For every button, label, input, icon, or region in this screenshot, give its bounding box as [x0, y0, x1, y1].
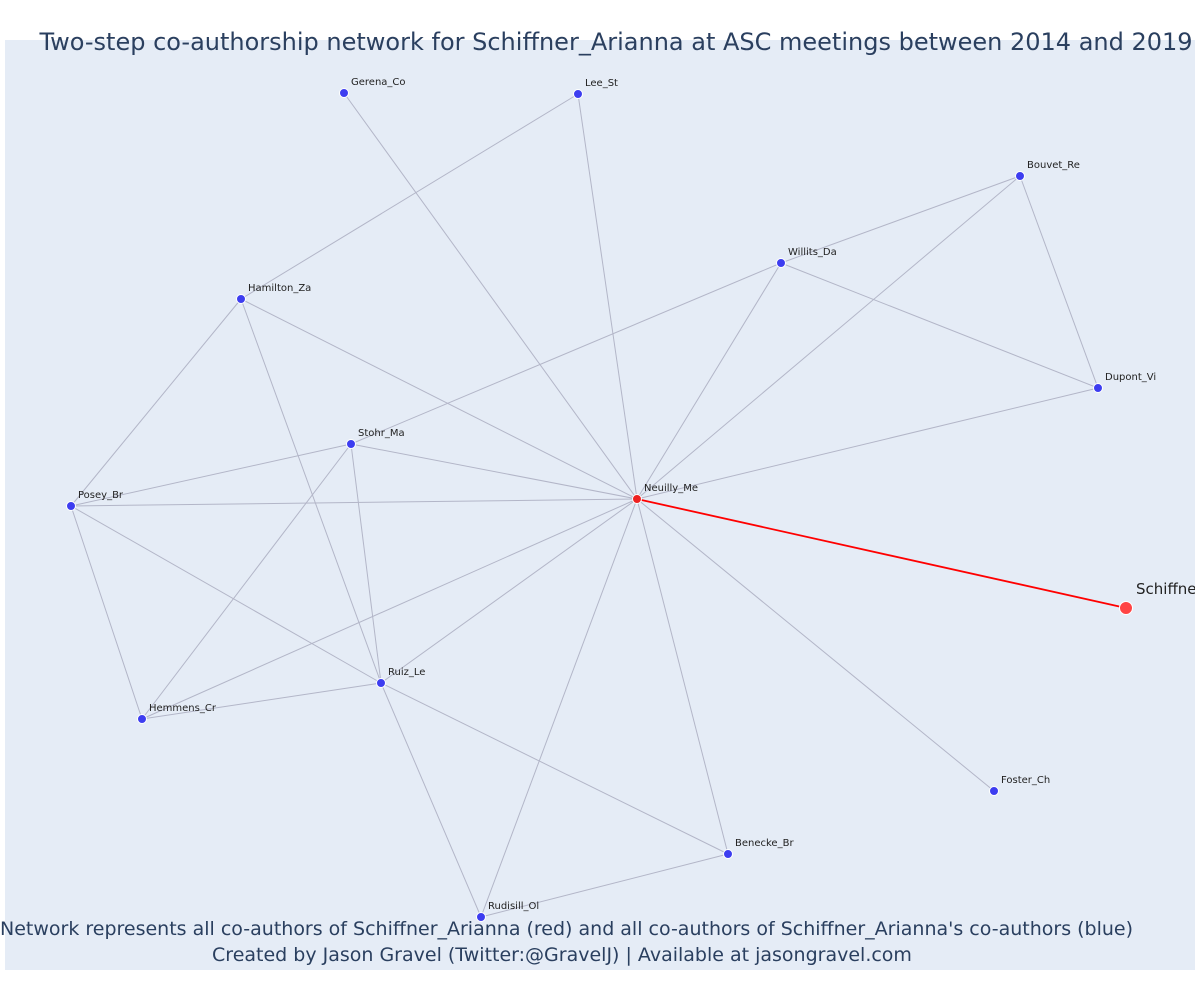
node-Stohr_Ma[interactable] — [346, 439, 356, 449]
label-Posey_Br: Posey_Br — [78, 490, 124, 501]
edge-Hemmens_Cr-Ruiz_Le — [141, 682, 382, 720]
node-Lee_St[interactable] — [573, 89, 583, 99]
label-Hamilton_Za: Hamilton_Za — [248, 283, 311, 294]
edge-Bouvet_Re-Neuilly_Me — [636, 175, 1021, 500]
edge-Gerena_Co-Neuilly_Me — [343, 92, 638, 500]
label-Dupont_Vi: Dupont_Vi — [1105, 372, 1156, 383]
edge-Stohr_Ma-Ruiz_Le — [350, 443, 382, 684]
label-Rudisill_Ol: Rudisill_Ol — [488, 901, 539, 912]
nodes-layer — [66, 88, 1133, 922]
edge-Posey_Br-Neuilly_Me — [70, 498, 638, 507]
node-Rudisill_Ol[interactable] — [476, 912, 486, 922]
node-Gerena_Co[interactable] — [339, 88, 349, 98]
chart-title: Two-step co-authorship network for Schif… — [39, 28, 1193, 56]
node-Hemmens_Cr[interactable] — [137, 714, 147, 724]
node-Bouvet_Re[interactable] — [1015, 171, 1025, 181]
edge-Hamilton_Za-Ruiz_Le — [240, 298, 382, 684]
edge-Ruiz_Le-Neuilly_Me — [380, 498, 638, 684]
node-Hamilton_Za[interactable] — [236, 294, 246, 304]
edge-Hemmens_Cr-Neuilly_Me — [141, 498, 638, 720]
label-Schiffner_Arianna: Schiffner — [1136, 580, 1195, 598]
edge-Stohr_Ma-Neuilly_Me — [350, 443, 638, 500]
label-Bouvet_Re: Bouvet_Re — [1027, 160, 1080, 171]
footer-description: Network represents all co-authors of Sch… — [0, 918, 1134, 940]
edge-Dupont_Vi-Neuilly_Me — [636, 387, 1099, 500]
label-Benecke_Br: Benecke_Br — [735, 838, 794, 849]
label-Lee_St: Lee_St — [585, 78, 618, 89]
edge-Posey_Br-Hemmens_Cr — [70, 505, 143, 720]
edge-Neuilly_Me-Foster_Ch — [636, 498, 995, 792]
network-graph[interactable]: Gerena_Co Lee_St Bouvet_Re Willits_Da Hamilt… — [5, 40, 1195, 970]
node-Foster_Ch[interactable] — [989, 786, 999, 796]
label-Neuilly_Me: Neuilly_Me — [644, 483, 698, 494]
node-Ruiz_Le[interactable] — [376, 678, 386, 688]
label-Hemmens_Cr: Hemmens_Cr — [149, 703, 217, 714]
node-Willits_Da[interactable] — [776, 258, 786, 268]
edge-Hamilton_Za-Neuilly_Me — [240, 298, 638, 500]
edge-Stohr_Ma-Hemmens_Cr — [141, 443, 352, 720]
footer-credit: Created by Jason Gravel (Twitter:@Gravel… — [212, 944, 912, 966]
node-Schiffner_Arianna[interactable] — [1119, 601, 1133, 615]
edge-Lee_St-Neuilly_Me — [577, 93, 638, 500]
edge-Posey_Br-Ruiz_Le — [70, 505, 382, 684]
node-Neuilly_Me[interactable] — [632, 494, 642, 504]
label-Ruiz_Le: Ruiz_Le — [388, 667, 425, 678]
label-Foster_Ch: Foster_Ch — [1001, 775, 1050, 786]
edge-Neuilly_Me-Schiffner_Arianna — [636, 498, 1127, 609]
edge-Ruiz_Le-Benecke_Br — [380, 682, 729, 855]
node-Benecke_Br[interactable] — [723, 849, 733, 859]
node-Dupont_Vi[interactable] — [1093, 383, 1103, 393]
edge-Neuilly_Me-Benecke_Br — [636, 498, 729, 855]
edge-Willits_Da-Neuilly_Me — [636, 262, 782, 500]
edge-Stohr_Ma-Posey_Br — [70, 443, 352, 507]
edge-Willits_Da-Stohr_Ma — [350, 262, 782, 445]
edges-layer — [70, 92, 1127, 918]
edge-Lee_St-Hamilton_Za — [240, 93, 579, 300]
edge-Ruiz_Le-Rudisill_Ol — [380, 682, 482, 918]
edge-Benecke_Br-Rudisill_Ol — [480, 853, 729, 918]
label-Stohr_Ma: Stohr_Ma — [358, 428, 405, 439]
label-Gerena_Co: Gerena_Co — [351, 77, 406, 88]
node-Posey_Br[interactable] — [66, 501, 76, 511]
plot-area: Gerena_Co Lee_St Bouvet_Re Willits_Da Hamilt… — [5, 40, 1195, 970]
edge-Hamilton_Za-Posey_Br — [70, 298, 242, 507]
edge-Willits_Da-Dupont_Vi — [780, 262, 1099, 389]
labels-layer: Gerena_Co Lee_St Bouvet_Re Willits_Da Hamilt… — [78, 77, 1195, 912]
label-Willits_Da: Willits_Da — [788, 247, 837, 258]
edge-Bouvet_Re-Willits_Da — [780, 175, 1021, 264]
edge-Bouvet_Re-Dupont_Vi — [1019, 175, 1099, 389]
edge-Neuilly_Me-Rudisill_Ol — [480, 498, 638, 918]
